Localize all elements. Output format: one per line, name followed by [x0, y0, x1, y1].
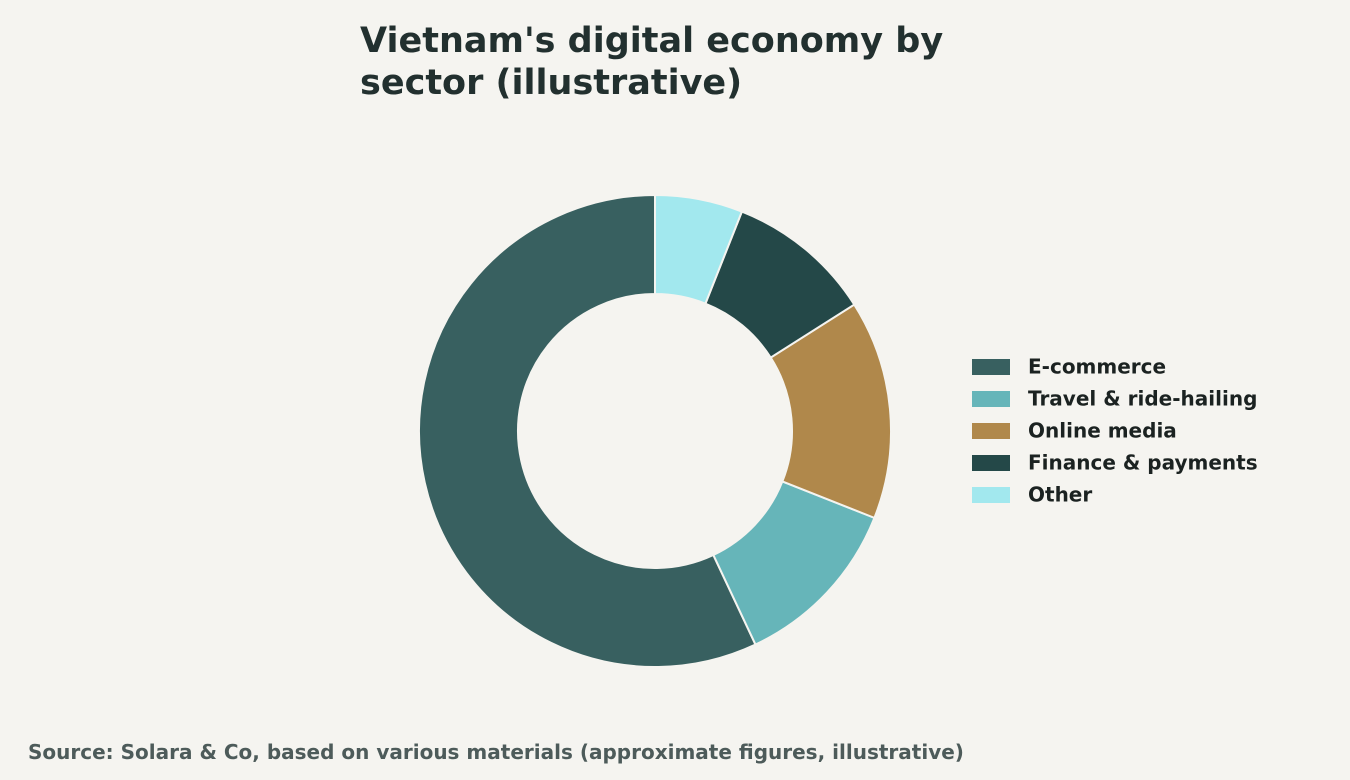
- legend-label: Finance & payments: [1028, 451, 1258, 475]
- donut-slice: [418, 193, 757, 668]
- donut-slice: [654, 193, 744, 305]
- legend-swatch: [972, 487, 1010, 503]
- legend-swatch: [972, 455, 1010, 471]
- legend-swatch: [972, 359, 1010, 375]
- legend-swatch: [972, 423, 1010, 439]
- legend-label: Travel & ride-hailing: [1028, 387, 1257, 411]
- chart-title: Vietnam's digital economy by sector (ill…: [360, 21, 944, 103]
- legend-label: Other: [1028, 483, 1092, 507]
- legend-label: E-commerce: [1028, 355, 1166, 379]
- legend-swatch: [972, 391, 1010, 407]
- legend-label: Online media: [1028, 419, 1177, 443]
- source-note: Source: Solara & Co, based on various ma…: [28, 740, 964, 764]
